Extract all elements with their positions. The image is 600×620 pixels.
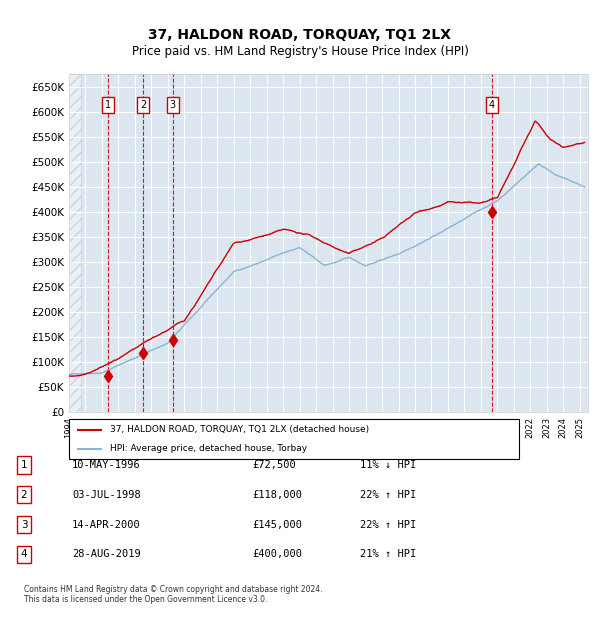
Text: 1: 1 bbox=[20, 460, 28, 470]
Text: 1: 1 bbox=[105, 100, 111, 110]
Text: 2: 2 bbox=[140, 100, 146, 110]
Text: 3: 3 bbox=[170, 100, 176, 110]
Polygon shape bbox=[69, 74, 80, 412]
Text: 10-MAY-1996: 10-MAY-1996 bbox=[72, 460, 141, 470]
Text: 2: 2 bbox=[20, 490, 28, 500]
Text: £72,500: £72,500 bbox=[252, 460, 296, 470]
Text: 14-APR-2000: 14-APR-2000 bbox=[72, 520, 141, 529]
FancyBboxPatch shape bbox=[69, 418, 519, 459]
Text: Contains HM Land Registry data © Crown copyright and database right 2024.
This d: Contains HM Land Registry data © Crown c… bbox=[24, 585, 323, 604]
Text: 4: 4 bbox=[20, 549, 28, 559]
Text: 4: 4 bbox=[488, 100, 494, 110]
Text: £145,000: £145,000 bbox=[252, 520, 302, 529]
Text: 21% ↑ HPI: 21% ↑ HPI bbox=[360, 549, 416, 559]
Text: 11% ↓ HPI: 11% ↓ HPI bbox=[360, 460, 416, 470]
Text: 28-AUG-2019: 28-AUG-2019 bbox=[72, 549, 141, 559]
Text: HPI: Average price, detached house, Torbay: HPI: Average price, detached house, Torb… bbox=[110, 444, 307, 453]
Text: 3: 3 bbox=[20, 520, 28, 529]
Text: 22% ↑ HPI: 22% ↑ HPI bbox=[360, 520, 416, 529]
Text: 22% ↑ HPI: 22% ↑ HPI bbox=[360, 490, 416, 500]
Text: 37, HALDON ROAD, TORQUAY, TQ1 2LX (detached house): 37, HALDON ROAD, TORQUAY, TQ1 2LX (detac… bbox=[110, 425, 368, 434]
Text: £400,000: £400,000 bbox=[252, 549, 302, 559]
Text: Price paid vs. HM Land Registry's House Price Index (HPI): Price paid vs. HM Land Registry's House … bbox=[131, 45, 469, 58]
Text: 03-JUL-1998: 03-JUL-1998 bbox=[72, 490, 141, 500]
Text: 37, HALDON ROAD, TORQUAY, TQ1 2LX: 37, HALDON ROAD, TORQUAY, TQ1 2LX bbox=[149, 28, 452, 42]
Text: £118,000: £118,000 bbox=[252, 490, 302, 500]
